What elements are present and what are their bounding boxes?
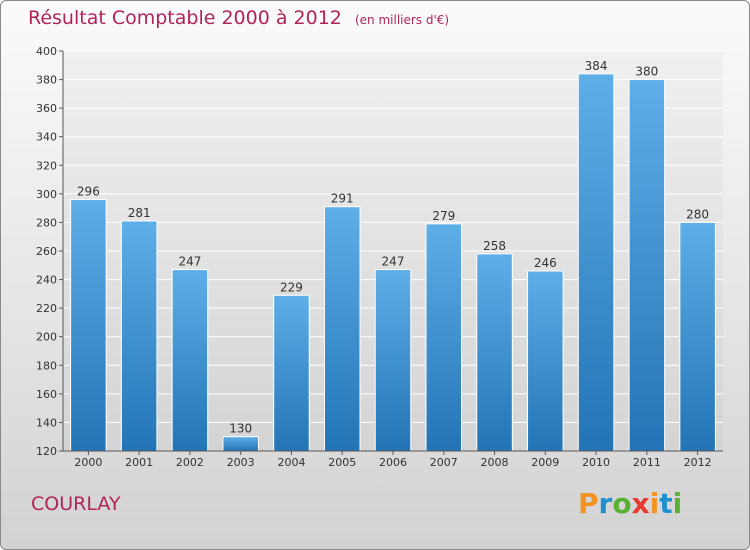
- x-tick-label: 2005: [328, 456, 356, 469]
- bar-value-label: 247: [178, 255, 201, 269]
- chart-subtitle: (en milliers d'€): [354, 13, 450, 27]
- bar-2006: [374, 269, 412, 452]
- bar-value-label: 247: [382, 255, 405, 269]
- bar-2008: [476, 253, 513, 452]
- bar-value-label: 279: [432, 209, 455, 223]
- bar-value-label: 384: [585, 59, 608, 73]
- bar-value-label: 291: [331, 192, 354, 206]
- logo-letter: P: [578, 487, 599, 520]
- bars: 296 281 247 130 229 291 247 279 258 246 384 380 280: [70, 59, 716, 452]
- logo-letter: i: [672, 487, 683, 520]
- x-tick-label: 2006: [379, 456, 407, 469]
- bar-2010: [577, 73, 615, 452]
- x-tick-label: 2001: [125, 456, 153, 469]
- chart-title-block: Résultat Comptable 2000 à 2012 (en milli…: [28, 7, 449, 29]
- bar-value-label: 380: [635, 65, 658, 79]
- bar-2000: [70, 199, 107, 452]
- y-tick-label: 240: [36, 274, 57, 287]
- y-tick-label: 340: [36, 131, 57, 144]
- bar-value-label: 246: [534, 256, 557, 270]
- y-tick-label: 400: [36, 45, 57, 58]
- y-tick-label: 200: [36, 331, 57, 344]
- x-tick-label: 2010: [582, 456, 610, 469]
- x-tick-label: 2002: [176, 456, 204, 469]
- x-tick-label: 2004: [277, 456, 305, 469]
- proxiti-logo: Proxiti: [578, 487, 682, 520]
- bar-value-label: 280: [686, 207, 709, 221]
- y-tick-label: 380: [36, 74, 57, 87]
- bar-value-label: 229: [280, 280, 303, 294]
- logo-letter: t: [659, 487, 673, 520]
- bar-2009: [527, 270, 564, 452]
- logo-letter: x: [631, 487, 650, 520]
- bar-2002: [171, 269, 209, 452]
- axes: 120 140 160 180 200 220 240 260 280 300 320 340 360 3…: [36, 45, 723, 469]
- bar-value-label: 258: [483, 239, 506, 253]
- y-tick-label: 220: [36, 302, 57, 315]
- logo-letter: i: [649, 487, 660, 520]
- city-name: COURLAY: [31, 493, 121, 515]
- chart-title: Résultat Comptable 2000 à 2012: [28, 7, 342, 29]
- bar-2001: [120, 220, 158, 452]
- logo-letter: r: [598, 487, 613, 520]
- y-tick-label: 140: [36, 416, 57, 429]
- y-tick-label: 120: [36, 445, 57, 458]
- x-tick-label: 2011: [633, 456, 661, 469]
- bar-2005: [323, 206, 361, 452]
- y-tick-label: 160: [36, 388, 57, 401]
- x-tick-label: 2008: [481, 456, 509, 469]
- x-tick-label: 2009: [531, 456, 559, 469]
- y-tick-label: 300: [36, 188, 57, 201]
- bar-2011: [628, 79, 666, 452]
- x-tick-label: 2007: [430, 456, 458, 469]
- bar-2007: [425, 223, 463, 452]
- y-tick-label: 320: [36, 159, 57, 172]
- bar-value-label: 281: [128, 206, 151, 220]
- y-tick-label: 280: [36, 216, 57, 229]
- bar-value-label: 296: [77, 185, 100, 199]
- x-tick-label: 2000: [74, 456, 102, 469]
- bar-2004: [273, 294, 310, 452]
- y-tick-label: 180: [36, 359, 57, 372]
- x-tick-label: 2012: [684, 456, 712, 469]
- logo-letter: o: [612, 487, 632, 520]
- bar-2012: [679, 221, 716, 452]
- x-tick-label: 2003: [227, 456, 255, 469]
- y-tick-label: 360: [36, 102, 57, 115]
- bar-value-label: 130: [229, 422, 252, 436]
- y-tick-label: 260: [36, 245, 57, 258]
- bar-2003: [222, 436, 259, 452]
